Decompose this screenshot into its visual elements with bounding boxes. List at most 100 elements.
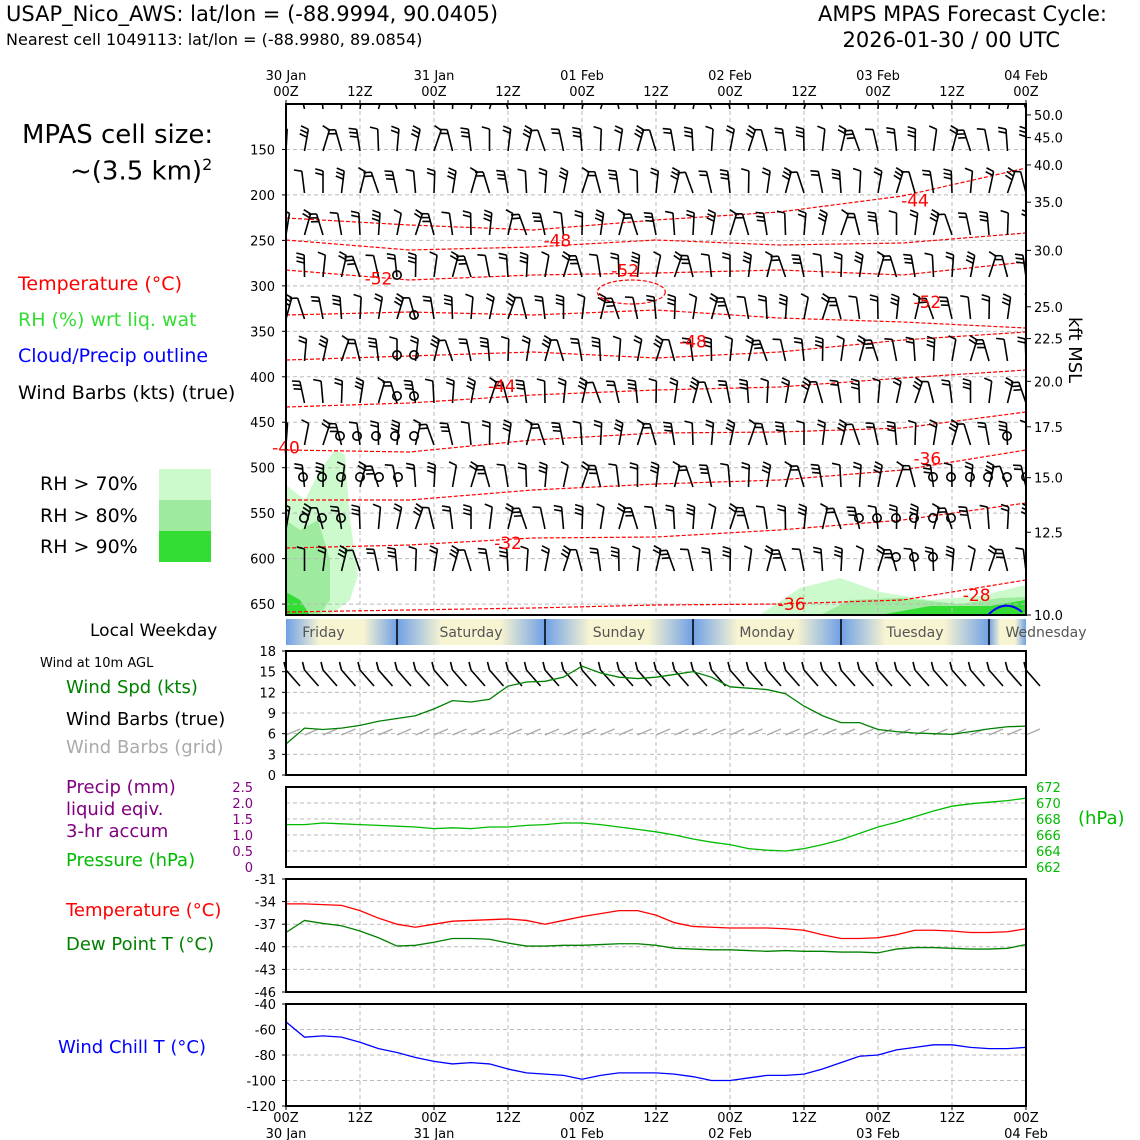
wind-barb-flag — [431, 335, 440, 341]
wind-barb-flag — [515, 379, 524, 383]
wind-barb-flag — [817, 216, 826, 223]
wind-barb-flag — [368, 345, 377, 348]
wind-barb-flag — [876, 548, 884, 555]
wind-barb — [766, 104, 768, 110]
wind-barb-flag — [574, 503, 584, 508]
wind-barb-flag — [683, 126, 693, 130]
calm-circle — [408, 390, 419, 401]
wind-barb-flag — [502, 125, 511, 130]
grid-wind-barb — [655, 728, 671, 736]
temp-contour-label: -52 — [913, 293, 941, 313]
wind-barb-flag — [410, 132, 419, 139]
wind-barb-flag — [764, 548, 773, 555]
wind-barb-flag — [884, 337, 893, 341]
wind-barb-flag — [855, 251, 864, 256]
wind-barb — [302, 104, 306, 110]
grid-wind-barb — [378, 728, 393, 736]
wind-barb-flag — [979, 210, 988, 214]
wind-barb-flag — [820, 296, 829, 303]
wind-barb-flag — [793, 337, 802, 340]
wind-barb — [763, 507, 768, 530]
wind-barb-flag — [413, 419, 421, 425]
wind-barb-flag — [814, 339, 824, 344]
temp-contour-label: -44 — [901, 191, 929, 211]
wind-barb-flag — [777, 504, 786, 508]
grid-wind-barb — [452, 728, 467, 736]
wind-barb-flag — [795, 130, 804, 134]
wind-barb — [988, 104, 991, 110]
top-date-label: 02 Feb — [708, 69, 752, 84]
wind-barb — [839, 464, 842, 488]
wind-barb — [969, 171, 974, 194]
top-date-label: 01 Feb — [560, 69, 604, 84]
sfc-wind-barb — [969, 669, 986, 687]
wind-barb-flag — [414, 506, 422, 513]
kft-tick-label: 15.0 — [1034, 472, 1063, 487]
sfc-wind-barb-flag — [875, 661, 879, 671]
wind-barb — [286, 400, 287, 403]
wind-barb-flag — [984, 468, 993, 475]
wind-barb-flag — [643, 211, 652, 215]
wind-barb-flag — [498, 252, 507, 256]
wind-barb-flag — [450, 250, 459, 257]
wind-barb-flag — [686, 209, 695, 214]
wind-barb-flag — [589, 547, 598, 551]
wind-barb — [539, 507, 546, 530]
wind-barb-flag — [710, 292, 718, 299]
wind-barb — [708, 104, 713, 110]
wind-barb-flag — [868, 219, 877, 222]
sfc-wind-barb — [340, 669, 357, 687]
wind-barb-flag — [1004, 380, 1013, 387]
p-tick-label: 650 — [250, 598, 275, 613]
wind-barb — [556, 339, 565, 362]
wind-barb-flag — [541, 545, 550, 551]
wind-barb-flag — [302, 506, 311, 513]
wind-barb-flag — [632, 545, 641, 550]
temp-tick-label: -43 — [255, 963, 276, 978]
wind-barb-flag — [742, 255, 752, 260]
wind-barb-flag — [481, 423, 491, 428]
sfc-wind-barb — [359, 669, 375, 687]
bottom-date-label: 02 Feb — [708, 1127, 752, 1140]
wind-barb-flag — [851, 85, 859, 87]
sfc-wind-barb-flag — [486, 661, 491, 671]
top-date-label: 31 Jan — [414, 69, 455, 84]
wind-barb — [766, 380, 769, 404]
wind-barb-flag — [403, 87, 411, 88]
wind-barb — [575, 549, 583, 572]
wind-barb-flag — [948, 426, 957, 433]
pressure-tick-label: 666 — [1036, 829, 1061, 844]
wind-barb-flag — [296, 256, 305, 260]
wind-barb-flag — [386, 253, 395, 256]
wind-barb-flag — [754, 347, 763, 350]
wind-barb-flag — [719, 169, 728, 172]
wind-barb-flag — [310, 295, 319, 299]
pressure-tick-label: 664 — [1036, 845, 1061, 860]
wind-barb-flag — [629, 462, 638, 466]
weekday-band — [286, 619, 397, 645]
wind-barb-flag — [429, 251, 438, 256]
sfc-wind-barb-flag — [949, 661, 953, 671]
wind-barb-flag — [302, 212, 310, 219]
legend-precip-2: liquid eqiv. — [66, 799, 164, 820]
wind-barb-flag — [850, 378, 859, 382]
wind-barb-flag — [496, 169, 505, 173]
wind-barb-flag — [983, 377, 992, 382]
wind-barb-flag — [542, 338, 551, 345]
wind-barb-flag — [742, 259, 751, 264]
wind-barb-flag — [578, 380, 587, 387]
wind-barb-flag — [663, 421, 672, 425]
wind-barb-flag — [725, 426, 734, 433]
wind-barb-flag — [387, 256, 396, 260]
wind-barb-flag — [391, 423, 400, 428]
wind-barb-flag — [441, 211, 450, 215]
wind-tick-label: 18 — [259, 645, 276, 660]
calm-circle — [890, 512, 901, 523]
local-weekday-title: Local Weekday — [90, 621, 218, 641]
wind-barb-flag — [286, 508, 290, 512]
wind-barb-flag — [609, 177, 618, 180]
wind-barb-flag — [709, 296, 717, 303]
grid-wind-barb — [544, 728, 560, 736]
wind-barb-flag — [650, 469, 659, 474]
wind-barb — [581, 171, 590, 194]
